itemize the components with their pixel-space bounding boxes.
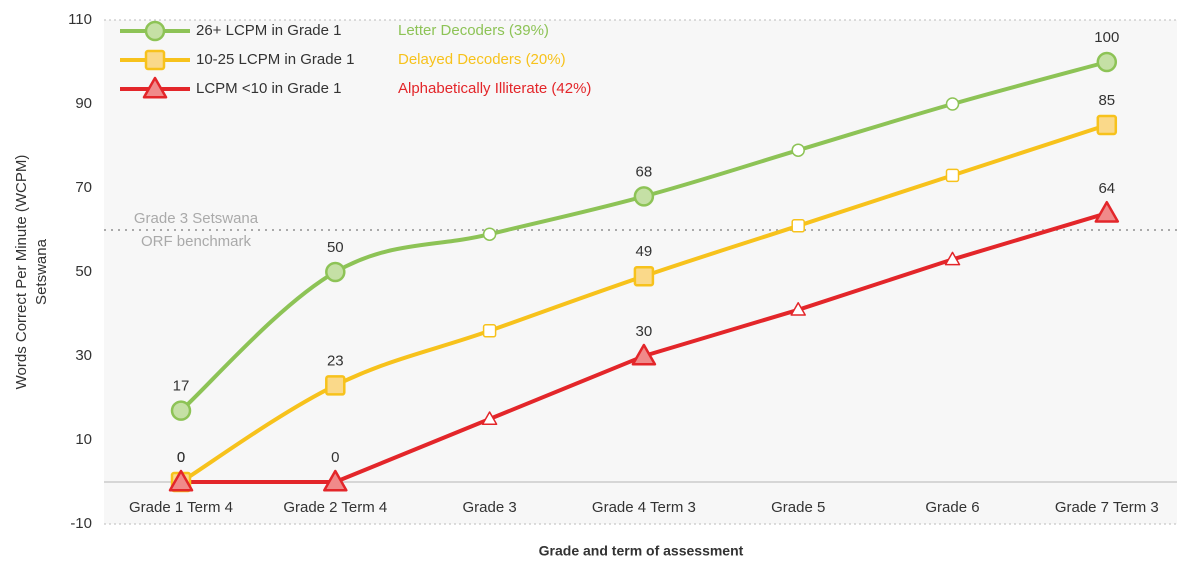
data-label: 64	[1098, 180, 1115, 197]
y-axis-title: Setswana	[33, 238, 50, 305]
benchmark-label: Grade 3 Setswana	[134, 210, 259, 227]
point	[791, 143, 805, 157]
point	[482, 324, 497, 338]
legend-label: 26+ LCPM in Grade 1	[196, 22, 342, 39]
data-label: 50	[327, 239, 344, 256]
point	[325, 261, 346, 283]
data-label: 85	[1098, 92, 1115, 109]
point	[633, 265, 655, 287]
data-label: 17	[173, 378, 190, 395]
point	[790, 302, 806, 316]
data-label: 23	[327, 352, 344, 369]
y-tick-label: 50	[75, 263, 92, 280]
legend-label: LCPM <10 in Grade 1	[196, 80, 342, 97]
x-tick-label: Grade 4 Term 3	[592, 499, 696, 516]
data-label: 0	[177, 449, 185, 466]
data-label: 0	[177, 449, 185, 466]
point	[633, 186, 655, 207]
point	[1096, 114, 1118, 136]
legend-group: Letter Decoders (39%)	[398, 22, 549, 39]
x-axis-title: Grade and term of assessment	[539, 543, 744, 559]
point	[323, 469, 348, 492]
y-tick-label: 10	[75, 431, 92, 448]
point	[945, 168, 960, 183]
point	[631, 343, 657, 366]
point	[325, 375, 346, 396]
x-tick-label: Grade 1 Term 4	[129, 499, 233, 516]
x-tick-label: Grade 6	[925, 499, 979, 516]
data-label: 100	[1094, 29, 1119, 46]
point	[144, 20, 166, 42]
point	[482, 227, 497, 241]
y-axis-title: Words Correct Per Minute (WCPM)	[13, 155, 30, 390]
data-label: 0	[331, 449, 339, 466]
x-tick-label: Grade 5	[771, 499, 825, 516]
point	[142, 76, 168, 99]
x-tick-label: Grade 2 Term 4	[283, 499, 387, 516]
point	[168, 469, 194, 492]
y-tick-label: 90	[75, 95, 92, 112]
point	[481, 411, 498, 425]
point	[944, 251, 961, 266]
legend-group: Alphabetically Illiterate (42%)	[398, 80, 591, 97]
legend-group: Delayed Decoders (20%)	[398, 51, 566, 68]
legend-label: 10-25 LCPM in Grade 1	[196, 51, 354, 68]
point	[170, 400, 192, 421]
point	[945, 97, 960, 111]
data-label: 49	[636, 243, 653, 260]
point	[1096, 51, 1118, 73]
y-tick-label: 70	[75, 179, 92, 196]
x-tick-label: Grade 3	[462, 499, 516, 516]
x-tick-label: Grade 7 Term 3	[1055, 499, 1159, 516]
data-label: 30	[636, 323, 653, 340]
benchmark-label: ORF benchmark	[141, 233, 252, 250]
y-tick-label: 30	[75, 347, 92, 364]
point	[144, 49, 166, 71]
data-label: 68	[636, 163, 653, 180]
y-tick-label: 110	[68, 11, 92, 28]
point	[791, 219, 805, 233]
y-tick-label: -10	[70, 515, 92, 532]
point	[1094, 200, 1120, 223]
